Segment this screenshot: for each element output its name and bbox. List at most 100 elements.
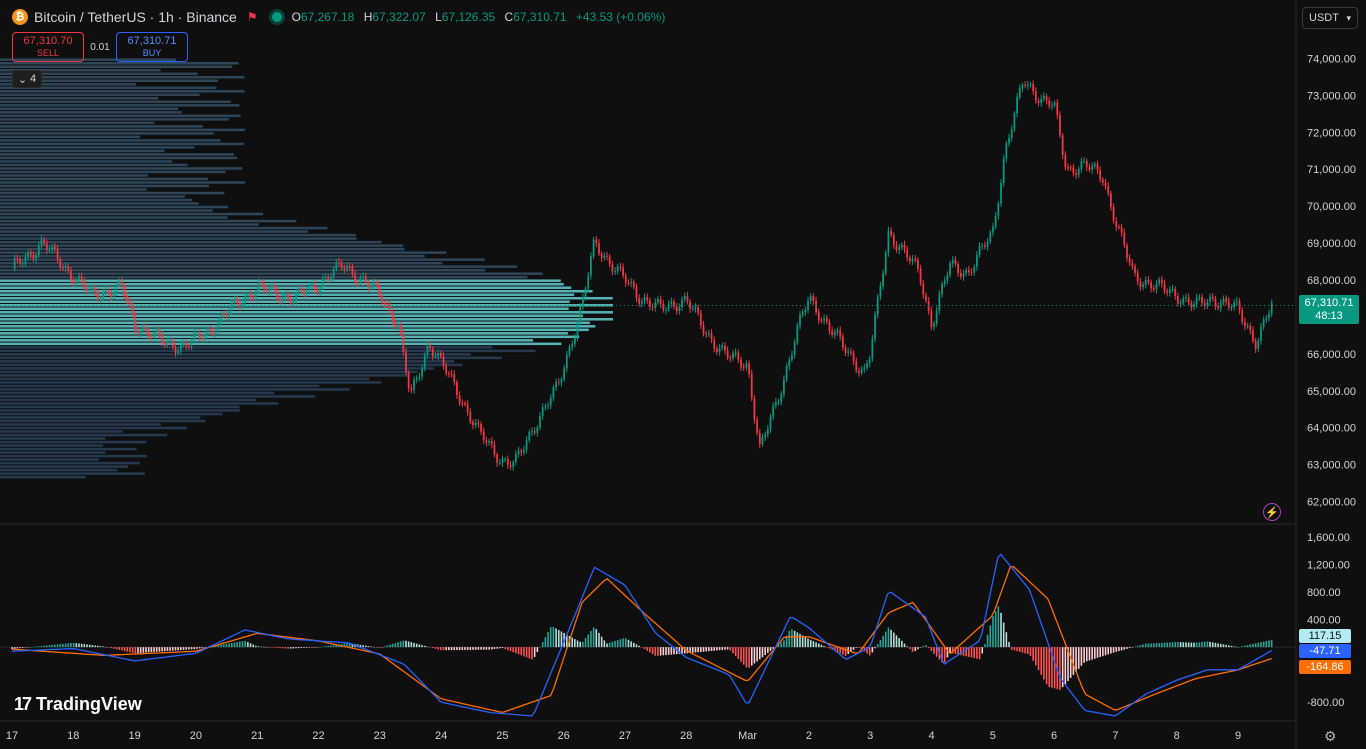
macd-histogram-bar	[616, 640, 619, 648]
candle-body	[683, 295, 686, 300]
candle-body	[523, 449, 525, 453]
macd-histogram-bar	[533, 647, 536, 657]
macd-histogram-bar	[348, 643, 351, 648]
candle-body	[236, 299, 239, 304]
macd-histogram-bar	[986, 634, 989, 648]
macd-histogram-bar	[129, 647, 131, 653]
volume-profile-row	[0, 230, 308, 233]
time-axis-tick: 22	[312, 730, 324, 742]
candle-body	[957, 263, 960, 273]
candle-body	[1203, 302, 1206, 306]
macd-histogram-bar	[145, 647, 147, 653]
macd-histogram-bar	[767, 647, 769, 653]
candle-body	[177, 350, 180, 354]
macd-histogram-bar	[801, 635, 804, 648]
macd-histogram-bar	[464, 647, 466, 650]
volume-profile-row	[0, 430, 123, 433]
macd-histogram-bar	[306, 647, 308, 648]
candle-body	[643, 297, 646, 301]
macd-histogram-bar	[239, 641, 241, 648]
candle-body	[847, 351, 850, 353]
macd-histogram-bar	[126, 647, 129, 652]
macd-histogram-bar	[1067, 647, 1069, 682]
time-axis-tick: 25	[496, 730, 508, 742]
candle-body	[1134, 266, 1136, 273]
macd-histogram-bar	[389, 644, 391, 648]
macd-histogram-bar	[364, 645, 367, 648]
volume-profile-row	[0, 458, 100, 461]
macd-histogram-bar	[927, 647, 930, 649]
candle-body	[498, 462, 501, 464]
macd-histogram-bar	[737, 647, 740, 659]
candle-body	[1260, 326, 1262, 341]
macd-histogram-bar	[284, 647, 287, 649]
volume-profile-row	[0, 286, 572, 289]
macd-histogram-bar	[70, 643, 72, 648]
macd-histogram-bar	[107, 647, 110, 648]
macd-histogram-bar	[855, 647, 858, 648]
candle-body	[713, 339, 716, 349]
candle-body	[1010, 129, 1013, 138]
macd-histogram-bar	[322, 646, 324, 648]
macd-histogram-bar	[62, 643, 64, 648]
macd-histogram-bar	[871, 647, 874, 653]
macd-histogram-bar	[1088, 647, 1091, 661]
gear-icon[interactable]: ⚙	[1324, 728, 1337, 744]
volume-profile-row	[0, 104, 240, 107]
candle-body	[777, 401, 780, 403]
macd-histogram-value: 117.15	[1299, 629, 1351, 643]
candle-body	[423, 354, 426, 369]
lightning-icon[interactable]: ⚡	[1263, 503, 1281, 521]
candle-body	[43, 239, 46, 244]
candle-body	[1008, 137, 1010, 144]
candle-body	[410, 388, 413, 391]
macd-histogram-bar	[531, 647, 533, 660]
flag-icon[interactable]: ⚑	[246, 10, 258, 24]
currency-value: USDT	[1309, 12, 1339, 24]
macd-histogram-bar	[1128, 647, 1131, 649]
indicators-collapse-button[interactable]: ⌄ 4	[12, 70, 42, 88]
trade-panel: 67,310.70 SELL 0.01 67,310.71 BUY	[12, 32, 188, 62]
macd-histogram-bar	[1131, 647, 1134, 648]
candle-body	[552, 387, 555, 399]
candle-body	[196, 332, 198, 334]
macd-histogram-bar	[930, 647, 933, 651]
currency-select[interactable]: USDT ▾	[1302, 7, 1358, 29]
volume-profile-row	[0, 325, 596, 328]
macd-histogram-bar	[180, 647, 182, 651]
sell-button[interactable]: 67,310.70 SELL	[12, 32, 84, 62]
volume-profile-row	[0, 68, 161, 72]
candle-body	[975, 254, 978, 267]
volume-profile-row	[0, 125, 203, 128]
macd-histogram-bar	[587, 634, 590, 648]
macd-histogram-bar	[402, 640, 405, 648]
candle-body	[402, 333, 405, 352]
candle-body	[96, 292, 99, 299]
macd-histogram-bar	[75, 643, 78, 648]
symbol-title[interactable]: Bitcoin / TetherUS · 1h · Binance	[34, 9, 237, 25]
volume-profile-row	[0, 72, 198, 75]
candle-body	[1061, 135, 1064, 156]
macd-histogram-bar	[858, 647, 860, 648]
macd-histogram-bar	[1203, 641, 1206, 648]
candle-body	[1227, 301, 1230, 308]
candle-body	[951, 260, 954, 264]
macd-histogram-bar	[659, 647, 662, 656]
macd-histogram-bar	[734, 647, 737, 657]
candle-body	[1160, 279, 1163, 284]
macd-histogram-bar	[989, 625, 992, 648]
candle-body	[137, 329, 139, 335]
macd-histogram-bar	[1061, 647, 1064, 688]
price-axis-tick: 72,000.00	[1307, 127, 1356, 139]
macd-histogram-bar	[448, 647, 450, 651]
volume-profile-row	[0, 405, 240, 409]
volume-profile-row	[0, 184, 210, 188]
volume-profile-row	[0, 202, 199, 205]
candle-body	[555, 382, 557, 388]
macd-histogram-bar	[118, 647, 121, 650]
macd-histogram-bar	[252, 644, 255, 648]
candle-body	[469, 411, 472, 422]
buy-button[interactable]: 67,310.71 BUY	[116, 32, 188, 62]
volume-profile-row	[0, 118, 229, 121]
